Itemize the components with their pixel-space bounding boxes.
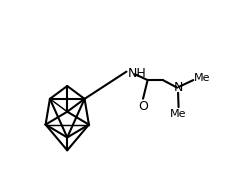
Text: NH: NH [128,67,147,80]
Text: Me: Me [170,109,187,119]
Text: O: O [138,100,148,113]
Text: N: N [173,81,183,94]
Text: Me: Me [194,73,211,83]
